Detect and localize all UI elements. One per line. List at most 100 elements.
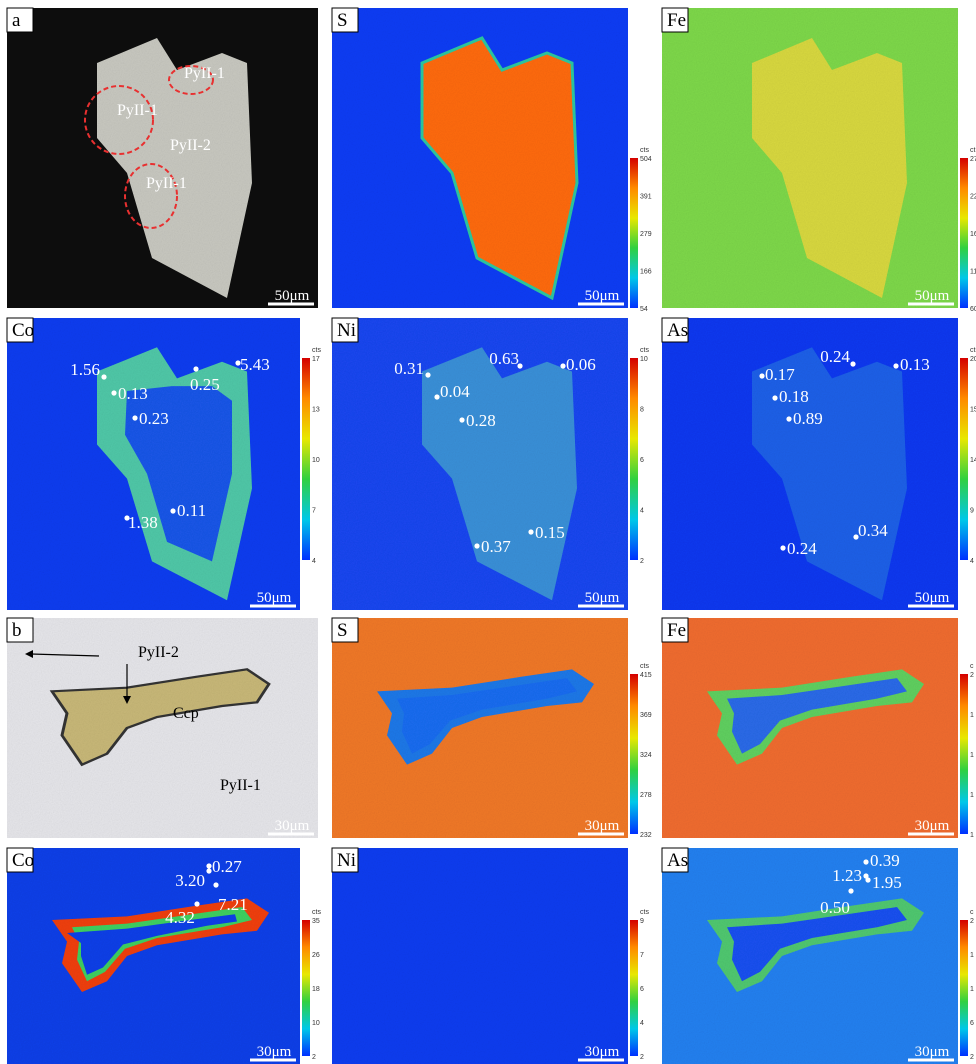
spot-value: 0.18	[779, 387, 809, 406]
colorbar	[630, 920, 638, 1056]
map-image	[7, 8, 318, 308]
colorbar-tick-label: 2	[312, 1054, 316, 1061]
spot-value: 1.95	[872, 873, 902, 892]
panel-label: Fe	[667, 620, 686, 641]
spot-marker	[459, 417, 464, 422]
scale-bar-label: 30μm	[275, 818, 310, 834]
spot-marker	[848, 888, 853, 893]
colorbar-tick-label: 2	[640, 558, 644, 565]
colorbar-tick-label: c	[970, 909, 974, 916]
panel-label: As	[667, 850, 688, 871]
scale-bar-label: 30μm	[585, 1044, 620, 1060]
panel: Co50μmcts171310741.560.130.230.255.430.1…	[7, 318, 321, 610]
panel-label: a	[12, 10, 21, 31]
colorbar-tick-label: 9	[970, 508, 974, 515]
colorbar-tick-label: 14	[970, 457, 976, 464]
colorbar-tick-label: 54	[640, 306, 648, 313]
spot-value: 0.06	[566, 355, 596, 374]
map-image	[332, 8, 628, 308]
spot-marker	[132, 415, 137, 420]
mineral-annotation: PyII-1	[117, 102, 158, 119]
map-image	[332, 618, 628, 838]
colorbar-tick-label: 369	[640, 712, 652, 719]
spot-value: 0.04	[440, 382, 470, 401]
colorbar-tick-label: 60	[970, 306, 976, 313]
spot-value: 0.31	[394, 359, 424, 378]
spot-value: 0.27	[212, 857, 242, 876]
spot-value: 3.20	[175, 871, 205, 890]
scale-bar-label: 50μm	[585, 590, 620, 606]
panel: As30μmc211621.230.391.950.50	[662, 848, 974, 1064]
spot-marker	[863, 859, 868, 864]
spot-value: 0.63	[489, 349, 519, 368]
spot-marker	[213, 882, 218, 887]
spot-marker	[193, 366, 198, 371]
spot-value: 0.15	[535, 523, 565, 542]
panel: As50μmcts201514940.170.180.890.240.130.2…	[662, 318, 976, 610]
colorbar-tick-label: 2	[970, 1054, 974, 1061]
spot-marker	[759, 373, 764, 378]
spot-value: 0.23	[139, 409, 169, 428]
colorbar	[960, 158, 968, 308]
mineral-annotation: PyII-2	[138, 644, 179, 661]
scale-bar-label: 30μm	[915, 1044, 950, 1060]
colorbar-tick-label: cts	[640, 147, 649, 154]
colorbar	[630, 358, 638, 560]
colorbar-tick-label: 16	[970, 231, 976, 238]
spot-marker	[865, 877, 870, 882]
colorbar-tick-label: 4	[970, 558, 974, 565]
colorbar-tick-label: cts	[312, 909, 321, 916]
figure: a50μmPyII-1PyII-1PyII-2PyII-1S50μmcts504…	[0, 0, 976, 1064]
spot-value: 0.28	[466, 411, 496, 430]
colorbar-tick-label: 1	[970, 712, 974, 719]
spot-value: 1.38	[128, 513, 158, 532]
colorbar-tick-label: 10	[312, 457, 320, 464]
colorbar-tick-label: 1	[970, 952, 974, 959]
colorbar-tick-label: 279	[640, 231, 652, 238]
scale-bar-label: 50μm	[257, 590, 292, 606]
colorbar-tick-label: 166	[640, 269, 652, 276]
colorbar-tick-label: cts	[312, 347, 321, 354]
panel-label: Fe	[667, 10, 686, 31]
colorbar-tick-label: cts	[970, 347, 976, 354]
panel-label: b	[12, 620, 22, 641]
colorbar-tick-label: 4	[640, 1020, 644, 1027]
spot-value: 0.25	[190, 375, 220, 394]
spot-marker	[772, 395, 777, 400]
spot-marker	[101, 374, 106, 379]
spot-value: 7.21	[218, 895, 248, 914]
colorbar-tick-label: 11	[970, 269, 976, 276]
spot-marker	[206, 868, 211, 873]
colorbar-tick-label: 4	[312, 558, 316, 565]
map-background	[7, 848, 300, 1064]
spot-marker	[194, 901, 199, 906]
panel-label: As	[667, 320, 688, 341]
scale-bar-label: 30μm	[915, 818, 950, 834]
colorbar-tick-label: 35	[312, 918, 320, 925]
colorbar-tick-label: 13	[312, 407, 320, 414]
map-image	[7, 848, 300, 1064]
colorbar-tick-label: 1	[970, 792, 974, 799]
map-background	[662, 618, 958, 838]
colorbar-tick-label: 7	[640, 952, 644, 959]
colorbar-tick-label: 1	[970, 752, 974, 759]
colorbar-tick-label: 6	[970, 1020, 974, 1027]
spot-marker	[893, 363, 898, 368]
colorbar-tick-label: 10	[312, 1020, 320, 1027]
colorbar	[302, 920, 310, 1056]
colorbar	[630, 674, 638, 834]
colorbar-tick-label: 8	[640, 407, 644, 414]
mineral-annotation: PyII-1	[146, 175, 187, 192]
panel-label: Co	[12, 850, 34, 871]
colorbar	[960, 674, 968, 834]
colorbar-tick-label: 18	[312, 986, 320, 993]
spot-value: 0.50	[820, 898, 850, 917]
colorbar-tick-label: cts	[640, 909, 649, 916]
spot-marker	[434, 394, 439, 399]
